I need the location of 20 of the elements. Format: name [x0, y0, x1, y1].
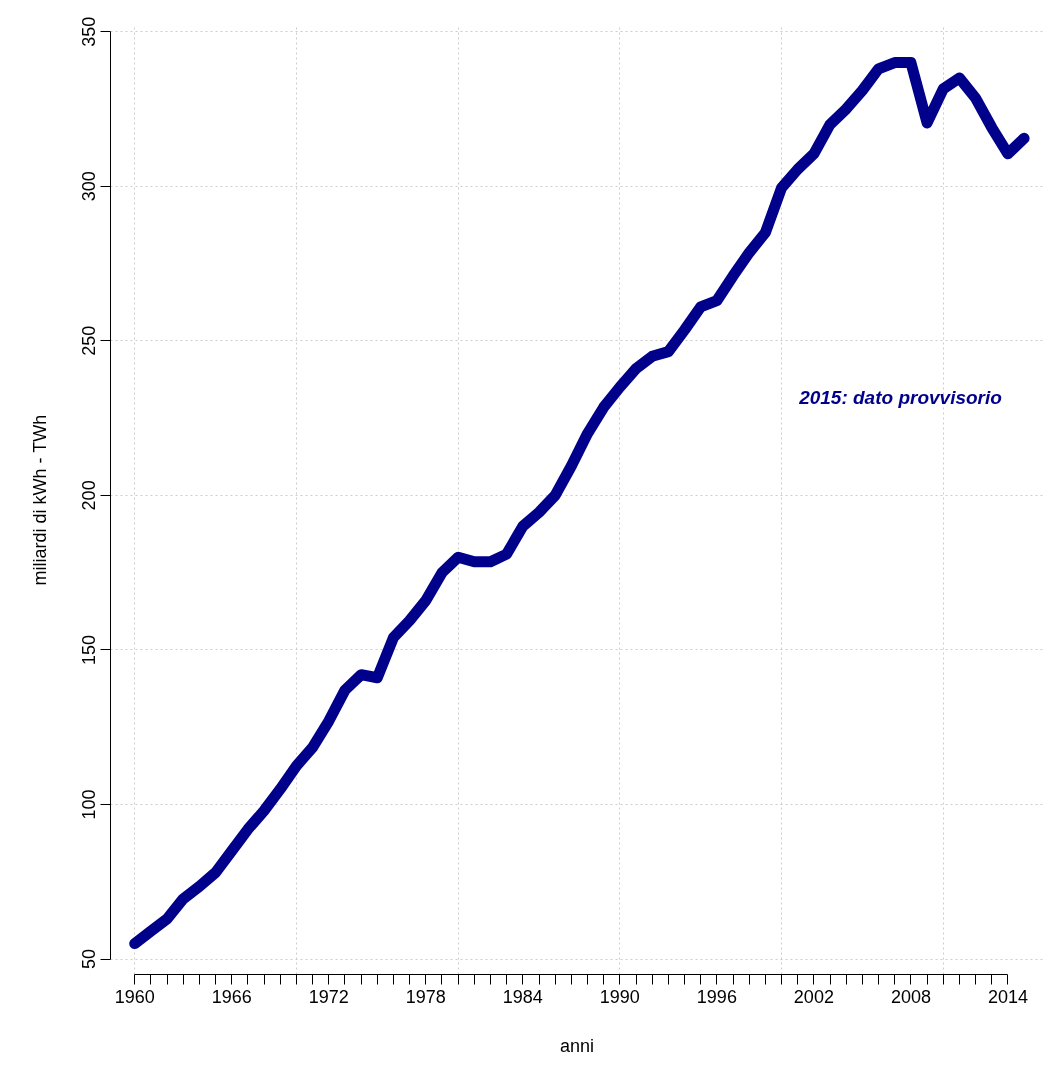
y-tick-label: 100 [79, 789, 100, 820]
x-tick-label: 2002 [793, 986, 834, 1007]
x-axis-title: anni [559, 1035, 595, 1056]
y-tick-label: 350 [79, 16, 100, 47]
y-tick-label: 150 [79, 634, 100, 665]
x-tick-label: 1996 [696, 986, 737, 1007]
x-tick-label: 1978 [405, 986, 446, 1007]
annotation: 2015: dato provvisorio [798, 387, 1002, 408]
x-tick-label: 1966 [211, 986, 252, 1007]
y-tick-label: 200 [79, 480, 100, 511]
x-tick-label: 2008 [890, 986, 931, 1007]
x-tick-label: 1984 [502, 986, 543, 1007]
x-tick-label: 1960 [114, 986, 155, 1007]
y-tick-label: 300 [79, 171, 100, 202]
x-tick-label: 2014 [987, 986, 1028, 1007]
y-tick-label: 250 [79, 325, 100, 356]
x-tick-label: 1972 [308, 986, 349, 1007]
x-tick-label: 1990 [599, 986, 640, 1007]
y-tick-label: 50 [79, 949, 100, 970]
y-axis-title: miliardi di kWh - TWh [29, 414, 50, 586]
